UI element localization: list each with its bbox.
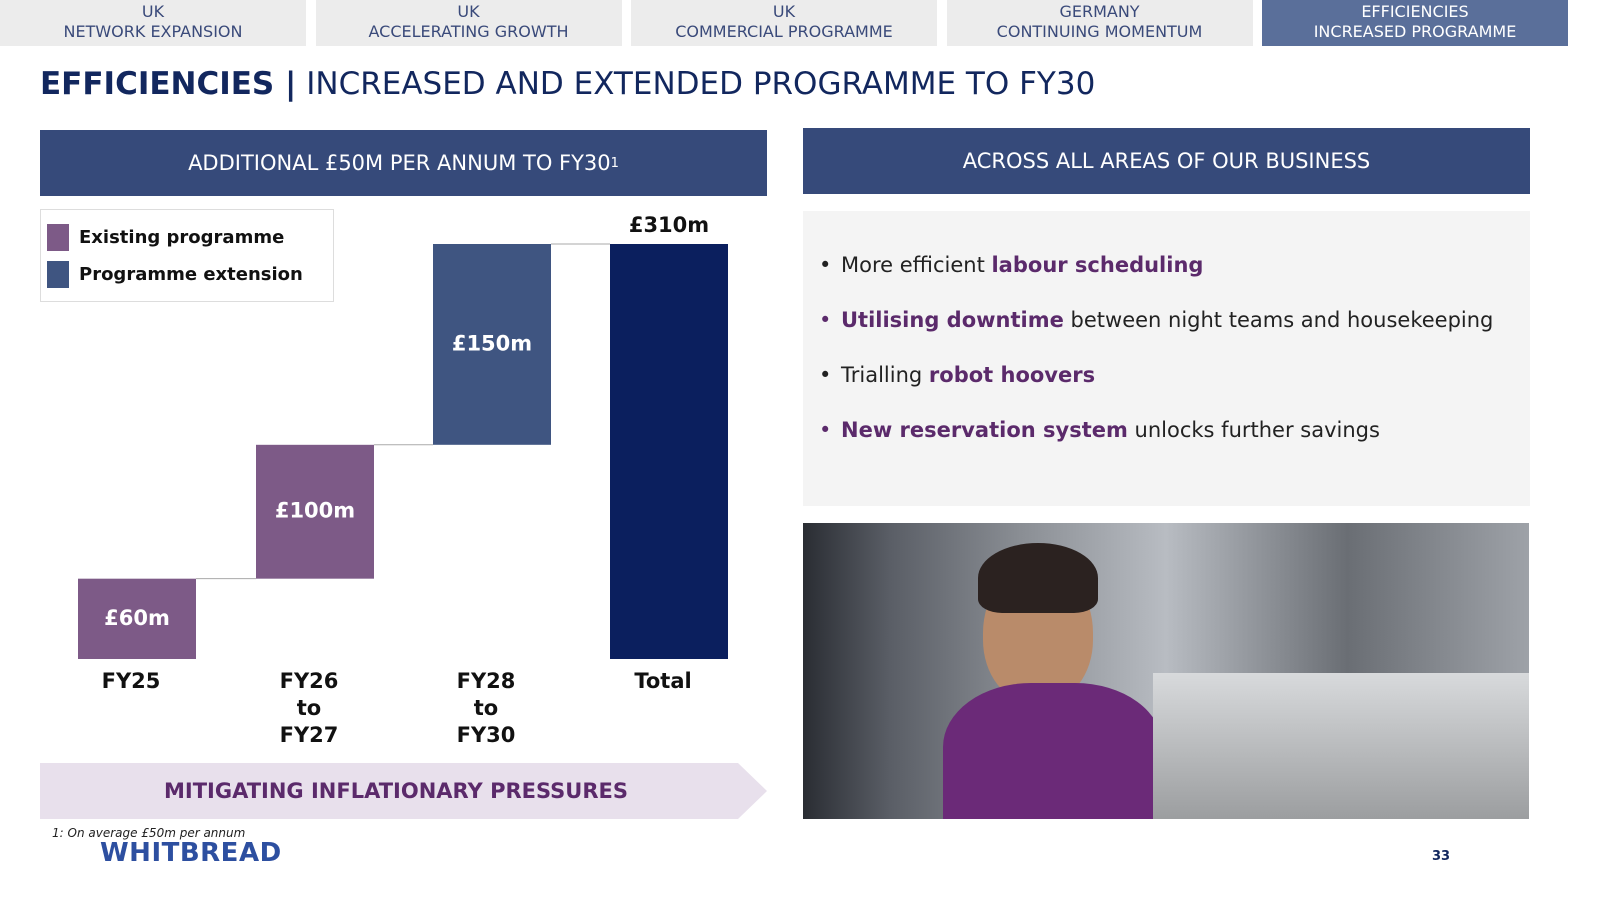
bar	[433, 244, 551, 445]
photo-hair	[978, 543, 1098, 613]
chart-title-note: 1	[610, 155, 619, 171]
page-number: 33	[1432, 849, 1451, 864]
legend-entry: Existing programme	[47, 224, 333, 251]
banner-shape	[40, 763, 767, 819]
banner-text: MITIGATING INFLATIONARY PRESSURES	[164, 779, 628, 803]
value-label: £150m	[452, 331, 532, 355]
footnote: 1: On average £50m per annum	[52, 826, 246, 840]
x-tick-label: Total	[634, 669, 692, 693]
bullet-highlight: labour scheduling	[991, 253, 1204, 277]
photo-trolley	[1153, 673, 1529, 819]
nav-tab-bottom: INCREASED PROGRAMME	[1313, 22, 1517, 41]
title-bold: EFFICIENCIES |	[40, 66, 297, 102]
nav-tab-top: UK	[457, 2, 480, 21]
photo-uniform	[943, 683, 1163, 819]
x-tick-label: FY26 to FY27	[279, 669, 339, 747]
bullet-dot: •	[819, 308, 832, 332]
legend: Existing programme Programme extension	[40, 209, 334, 302]
bullet-text: unlocks further savings	[1127, 418, 1380, 442]
bullet-highlight: Utilising downtime	[841, 308, 1064, 332]
bar	[610, 244, 728, 659]
nav-tab-bottom: NETWORK EXPANSION	[63, 22, 243, 41]
chart-header: ADDITIONAL £50M PER ANNUM TO FY30 1	[40, 130, 767, 196]
nav-tab: UK COMMERCIAL PROGRAMME	[631, 0, 937, 46]
bullet-dot: •	[819, 253, 832, 277]
legend-entry: Programme extension	[47, 261, 333, 288]
slide-title: EFFICIENCIES | INCREASED AND EXTENDED PR…	[40, 66, 1095, 102]
nav-tab-top: UK	[772, 2, 796, 21]
legend-swatch	[47, 261, 69, 288]
title-rest: INCREASED AND EXTENDED PROGRAMME TO FY30	[306, 66, 1096, 102]
banner: MITIGATING INFLATIONARY PRESSURES	[40, 763, 767, 819]
bullet-dot: •	[819, 363, 832, 387]
bullet-highlight: robot hoovers	[928, 363, 1096, 387]
bullet: • New reservation system unlocks further …	[807, 418, 1530, 442]
legend-label: Programme extension	[79, 264, 303, 285]
bullet-highlight: New reservation system	[841, 418, 1128, 442]
logo: WHITBREAD	[100, 838, 282, 868]
bar	[78, 578, 196, 659]
bullet-text: More efficient	[841, 253, 992, 277]
value-label: £60m	[104, 606, 170, 630]
bullet: • Utilising downtime between night teams …	[807, 308, 1530, 332]
nav-tab: UK ACCELERATING GROWTH	[315, 0, 622, 46]
value-label: £100m	[275, 499, 355, 523]
chart: £60m £100m £150m £310m	[78, 213, 728, 659]
nav-tab-bottom: COMMERCIAL PROGRAMME	[675, 22, 893, 41]
nav-tab: UK NETWORK EXPANSION	[0, 0, 306, 46]
nav-tab-bottom: ACCELERATING GROWTH	[368, 22, 569, 41]
nav-tab: GERMANY CONTINUING MOMENTUM	[946, 0, 1253, 46]
nav-tab-top: GERMANY	[1059, 2, 1140, 21]
right-header: ACROSS ALL AREAS OF OUR BUSINESS	[803, 128, 1530, 194]
bullet-text: Trialling	[841, 363, 929, 387]
bullet: • More efficient labour scheduling	[807, 253, 1530, 277]
bullet-text: between night teams and housekeeping	[1063, 308, 1494, 332]
bar	[256, 444, 374, 579]
bullet-dot: •	[819, 418, 832, 442]
legend-swatch	[47, 224, 69, 251]
legend-label: Existing programme	[79, 227, 285, 248]
bullet: • Trialling robot hoovers	[807, 363, 1530, 387]
photo	[803, 523, 1529, 819]
bullet-panel: • More efficient labour scheduling • Utilis…	[803, 211, 1530, 506]
x-tick-label: FY25	[101, 669, 161, 693]
nav-tab-top: UK	[141, 2, 165, 21]
nav-tab: EFFICIENCIES INCREASED PROGRAMME	[1262, 0, 1568, 46]
chart-title: ADDITIONAL £50M PER ANNUM TO FY30	[188, 151, 611, 175]
value-label: £310m	[629, 213, 709, 237]
nav-tab-bottom: CONTINUING MOMENTUM	[996, 22, 1203, 41]
x-tick-label: FY28 to FY30	[456, 669, 516, 747]
nav-tab-top: EFFICIENCIES	[1361, 2, 1469, 21]
